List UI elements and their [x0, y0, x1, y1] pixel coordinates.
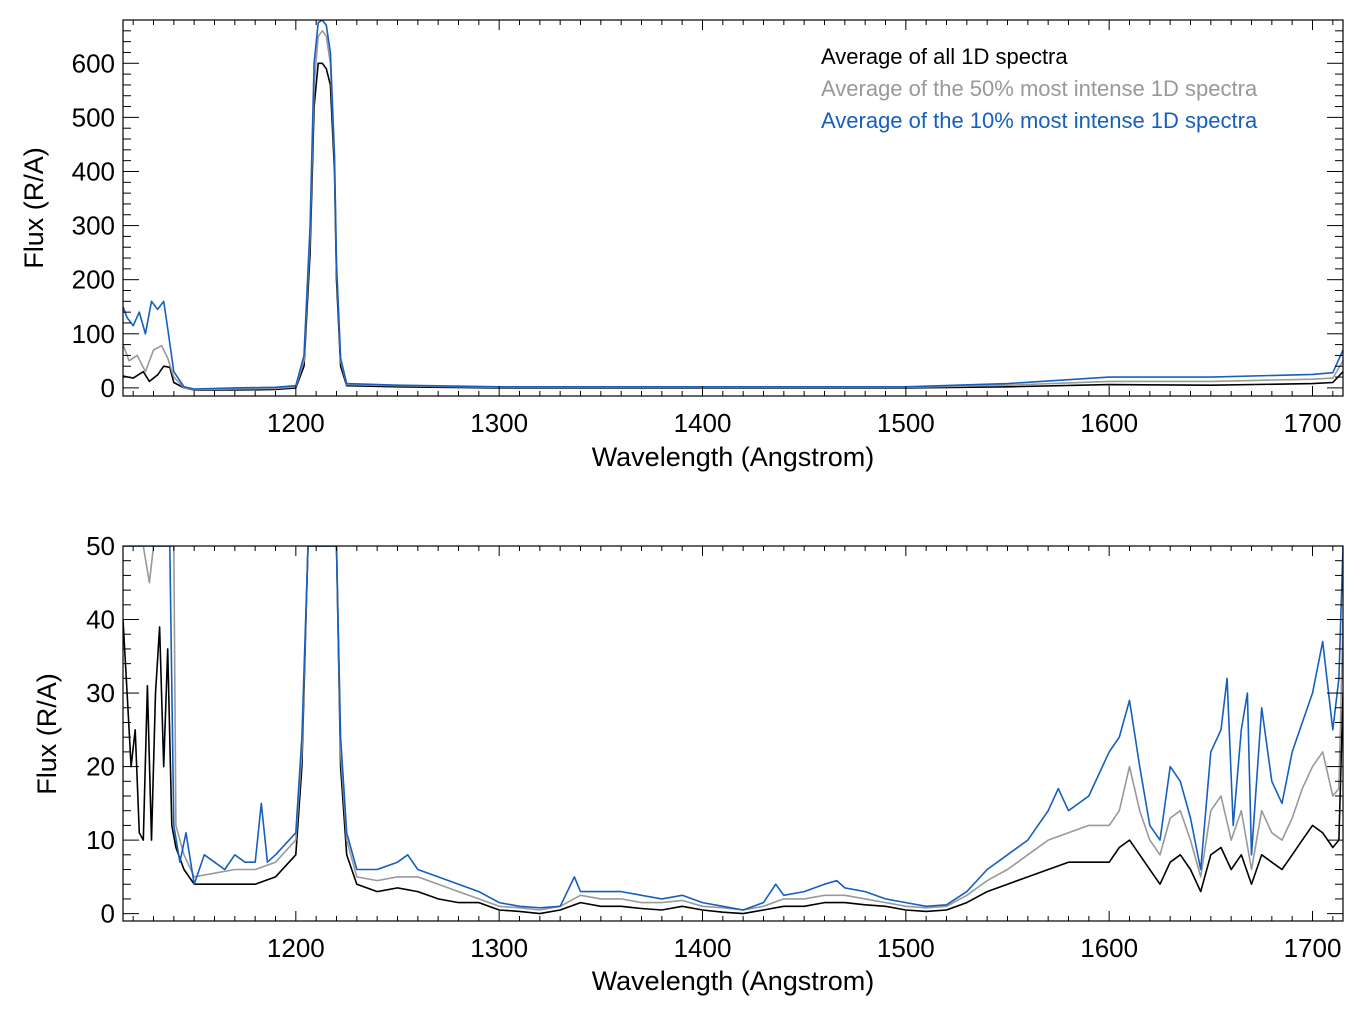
- top-series-layer: [123, 20, 1343, 391]
- bottom-x-tick-label: 1600: [1080, 933, 1138, 963]
- bottom-y-tick-label: 40: [86, 605, 115, 635]
- top-x-tick-label: 1200: [267, 408, 325, 438]
- top-ticks-layer: 1200 1300 1400 1500 1600 1700 0 100 200 300 400 500…: [72, 19, 1343, 438]
- top-x-tick-label: 1600: [1080, 408, 1138, 438]
- top-x-tick-label: 1700: [1284, 408, 1342, 438]
- top-y-tick-label: 500: [72, 102, 115, 132]
- bottom-x-tick-label: 1700: [1284, 933, 1342, 963]
- top-series-top50: [123, 30, 1343, 391]
- top-y-tick-label: 600: [72, 48, 115, 78]
- bottom-y-tick-label: 50: [86, 531, 115, 561]
- top-x-axis-label: Wavelength (Angstrom): [592, 442, 875, 472]
- top-series-top10: [123, 20, 1343, 390]
- top-y-tick-label: 400: [72, 156, 115, 186]
- legend: Average of all 1D spectra Average of the…: [821, 44, 1258, 133]
- top-x-tick-label: 1400: [674, 408, 732, 438]
- bottom-x-tick-label: 1400: [674, 933, 732, 963]
- top-series-all: [123, 62, 1343, 391]
- bottom-y-axis-label: Flux (R/A): [32, 673, 62, 795]
- legend-item-all: Average of all 1D spectra: [821, 44, 1068, 69]
- top-y-tick-label: 200: [72, 265, 115, 295]
- bottom-x-tick-label: 1500: [877, 933, 935, 963]
- top-panel: 1200 1300 1400 1500 1600 1700 0 100 200 300 400 500…: [19, 19, 1344, 472]
- top-y-tick-label: 100: [72, 319, 115, 349]
- top-x-tick-label: 1300: [470, 408, 528, 438]
- bottom-y-tick-label: 0: [101, 899, 115, 929]
- bottom-y-tick-label: 20: [86, 752, 115, 782]
- bottom-panel: 1200 1300 1400 1500 1600 1700 0 10 20 30 40 50 Wave…: [32, 531, 1344, 996]
- top-y-tick-label: 300: [72, 211, 115, 241]
- top-plot-frame: [122, 19, 1344, 397]
- bottom-y-tick-label: 30: [86, 678, 115, 708]
- legend-item-top10: Average of the 10% most intense 1D spect…: [821, 108, 1258, 133]
- bottom-x-tick-label: 1200: [267, 933, 325, 963]
- legend-item-top50: Average of the 50% most intense 1D spect…: [821, 76, 1258, 101]
- top-y-axis-label: Flux (R/A): [19, 147, 49, 269]
- bottom-x-tick-label: 1300: [470, 933, 528, 963]
- bottom-plot-frame: [122, 545, 1344, 922]
- bottom-series-all: [123, 546, 1343, 915]
- bottom-series-layer: [123, 546, 1343, 915]
- bottom-y-tick-label: 10: [86, 825, 115, 855]
- top-y-tick-label: 0: [101, 373, 115, 403]
- bottom-x-axis-label: Wavelength (Angstrom): [592, 966, 875, 996]
- bottom-series-top10: [123, 546, 1343, 911]
- bottom-ticks-layer: 1200 1300 1400 1500 1600 1700 0 10 20 30 40 50: [86, 531, 1343, 963]
- top-x-tick-label: 1500: [877, 408, 935, 438]
